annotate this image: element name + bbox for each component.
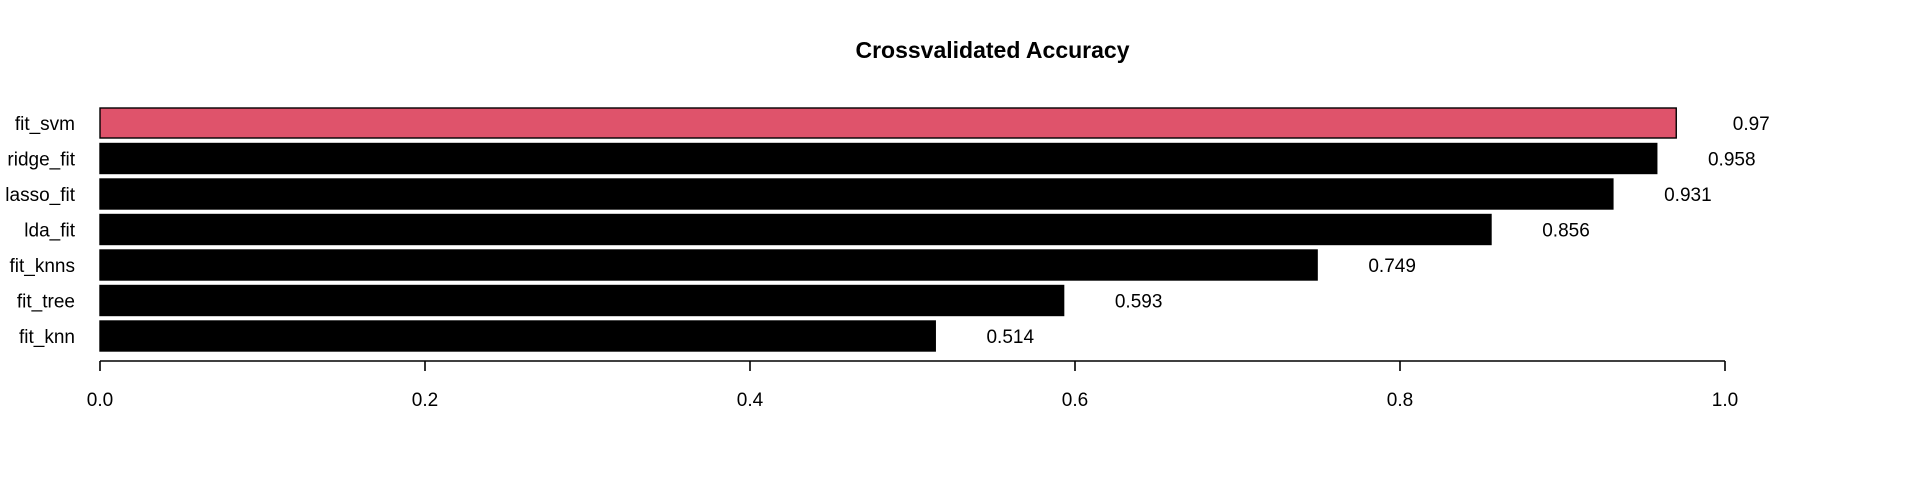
category-label: lda_fit: [24, 221, 75, 242]
value-label: 0.958: [1708, 150, 1756, 171]
x-tick-label: 0.0: [87, 390, 113, 411]
value-label: 0.931: [1664, 185, 1712, 206]
bar-fit-svm: [99, 107, 1677, 139]
x-tick-label: 0.4: [737, 390, 764, 411]
value-labels: 0.97 0.958 0.931 0.856 0.749 0.593 0.514: [986, 114, 1769, 348]
category-label: fit_tree: [17, 292, 75, 313]
chart-title: Crossvalidated Accuracy: [855, 37, 1129, 63]
bar-fit-knns: [99, 249, 1318, 281]
bars-group: [99, 107, 1677, 352]
x-tick-label: 0.6: [1062, 390, 1088, 411]
value-label: 0.514: [986, 327, 1034, 348]
bar-fit-knn: [99, 320, 936, 352]
category-label: fit_knn: [19, 327, 75, 348]
category-label: ridge_fit: [7, 150, 75, 171]
category-label: lasso_fit: [5, 185, 75, 206]
x-tick-label: 0.2: [412, 390, 438, 411]
x-axis-ticks: 0.0 0.2 0.4 0.6 0.8 1.0: [87, 361, 1738, 411]
bar-ridge-fit: [99, 142, 1658, 175]
bar-lda-fit: [99, 213, 1492, 246]
x-axis: 0.0 0.2 0.4 0.6 0.8 1.0: [87, 360, 1738, 411]
category-label: fit_knns: [10, 256, 75, 277]
bar-lasso-fit: [99, 178, 1614, 210]
value-label: 0.856: [1542, 221, 1590, 242]
x-tick-label: 0.8: [1387, 390, 1413, 411]
x-tick-label: 1.0: [1712, 390, 1738, 411]
category-labels: fit_svm ridge_fit lasso_fit lda_fit fit_knns…: [5, 114, 75, 348]
bar-fit-tree: [99, 284, 1065, 317]
value-label: 0.593: [1115, 292, 1163, 313]
value-label: 0.749: [1368, 256, 1416, 277]
value-label: 0.97: [1733, 114, 1770, 135]
category-label: fit_svm: [15, 114, 75, 135]
